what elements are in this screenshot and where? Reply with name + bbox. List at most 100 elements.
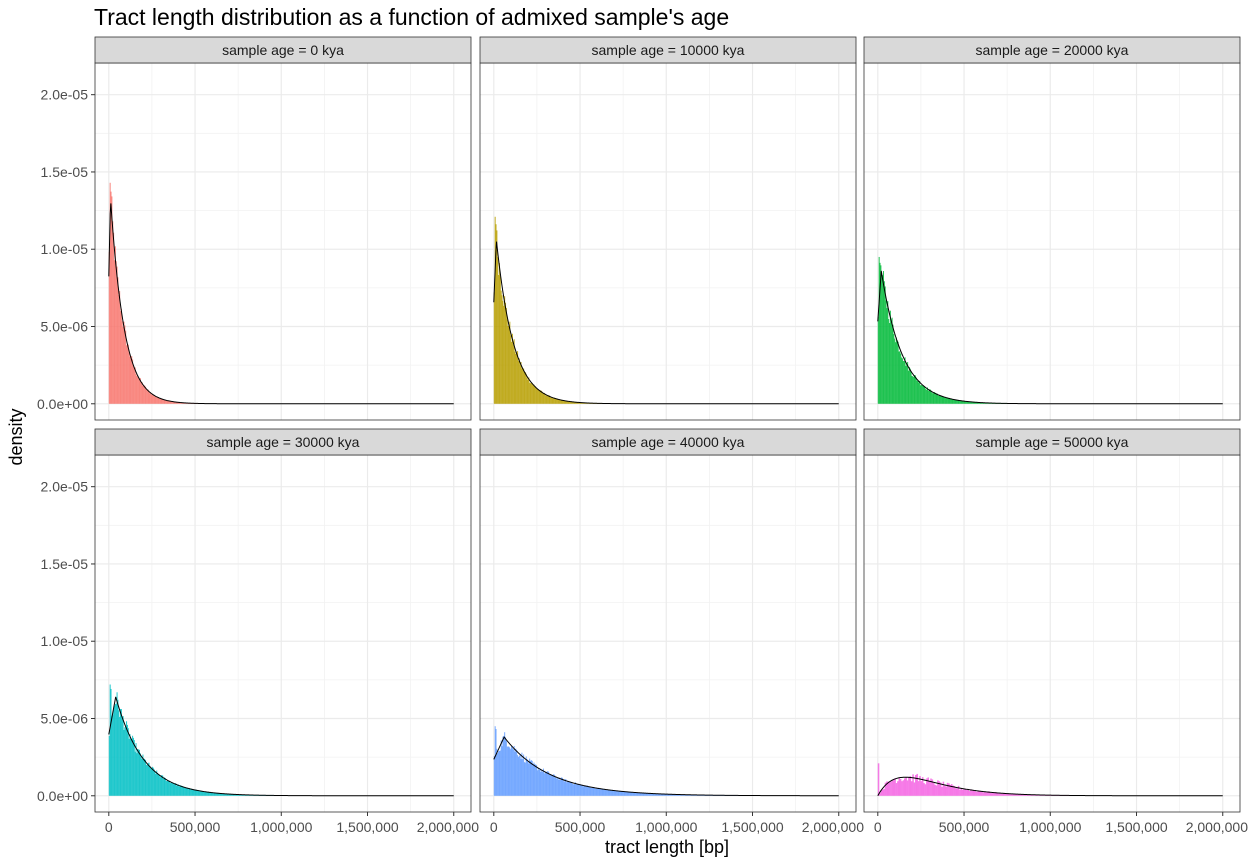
histogram-bar xyxy=(116,692,118,796)
histogram-bar xyxy=(881,789,884,796)
histogram-bar xyxy=(144,759,146,796)
histogram-bar xyxy=(564,779,566,796)
facet-strip-label: sample age = 50000 kya xyxy=(976,434,1129,450)
histogram-bar xyxy=(635,792,637,796)
x-tick-label: 0 xyxy=(490,819,498,835)
histogram-bar xyxy=(610,790,612,796)
histogram-bar xyxy=(161,399,163,404)
histogram-bar xyxy=(982,402,984,404)
histogram-bar xyxy=(113,260,115,404)
histogram-bar xyxy=(498,750,500,796)
density-line xyxy=(493,241,839,405)
histogram-bar xyxy=(892,780,895,796)
histogram-bar xyxy=(623,791,625,796)
histogram-bar xyxy=(566,400,568,404)
histogram-bar xyxy=(569,782,571,796)
histogram-bar xyxy=(664,794,666,796)
histogram-bar xyxy=(984,791,986,796)
histogram-bar xyxy=(595,787,597,796)
histogram-bar xyxy=(1021,794,1023,796)
histogram-bar xyxy=(498,751,500,796)
histogram-bar xyxy=(912,376,914,404)
histogram-bar xyxy=(605,789,607,796)
histogram-bar xyxy=(152,394,154,404)
histogram-bar xyxy=(534,385,536,404)
histogram-bar xyxy=(909,368,911,404)
histogram-bar xyxy=(569,401,571,404)
histogram-bar xyxy=(897,341,899,404)
histogram-bar xyxy=(507,325,509,404)
histogram-bar xyxy=(568,781,570,796)
histogram-bar xyxy=(114,704,116,796)
histogram-bar xyxy=(227,794,229,796)
histogram-bar xyxy=(120,709,122,796)
facet-strip xyxy=(479,428,857,456)
histogram-bar xyxy=(176,784,178,796)
histogram-bar xyxy=(914,375,916,404)
histogram-bar xyxy=(505,737,507,796)
histogram-bar xyxy=(534,764,536,796)
histogram-bar xyxy=(109,182,111,404)
histogram-bar xyxy=(982,792,985,796)
histogram-bar xyxy=(572,401,574,404)
histogram-bar xyxy=(540,390,542,404)
histogram-bar xyxy=(1017,794,1019,796)
histogram-bar xyxy=(142,385,144,404)
histogram-bar xyxy=(897,781,899,796)
histogram-bar xyxy=(932,782,935,796)
histogram-bar xyxy=(546,771,548,796)
histogram-bar xyxy=(158,398,160,404)
facet-strip-label: sample age = 10000 kya xyxy=(592,42,745,58)
histogram-bar xyxy=(239,794,241,796)
histogram-bar xyxy=(536,388,538,404)
histogram-bar xyxy=(536,389,538,404)
histogram-bar xyxy=(1029,794,1032,796)
histogram-bar xyxy=(497,753,499,796)
histogram-bar xyxy=(949,784,952,796)
histogram-bar xyxy=(959,789,961,796)
histogram-bar xyxy=(908,366,910,404)
histogram-bar xyxy=(628,792,630,796)
histogram-bar xyxy=(163,778,165,796)
histogram-bar xyxy=(609,789,611,796)
histogram-bar xyxy=(522,368,524,404)
histogram-bar xyxy=(133,368,135,404)
histogram-bar xyxy=(893,334,895,404)
histogram-bar xyxy=(1015,794,1018,796)
histogram-bar xyxy=(978,402,980,404)
histogram-bar xyxy=(1003,792,1005,796)
histogram-bar xyxy=(502,736,504,796)
histogram-bar xyxy=(137,376,139,404)
histogram-bar xyxy=(927,390,929,404)
histogram-bar xyxy=(944,785,946,796)
histogram-bar xyxy=(581,784,583,796)
histogram-bar xyxy=(511,747,513,796)
histogram-bar xyxy=(922,385,924,404)
histogram-bar xyxy=(124,727,126,796)
histogram-bar xyxy=(617,791,619,796)
histogram-bar xyxy=(582,786,584,796)
histogram-bar xyxy=(178,402,180,404)
histogram-bar xyxy=(182,402,184,404)
histogram-bars xyxy=(108,684,361,796)
histogram-bar xyxy=(192,789,194,796)
histogram-bar xyxy=(541,769,543,796)
histogram-bar xyxy=(494,726,496,796)
histogram-bar xyxy=(536,765,538,796)
histogram-bar xyxy=(879,793,881,796)
histogram-bar xyxy=(957,399,959,404)
histogram-bar xyxy=(572,783,574,796)
histogram-bar xyxy=(907,370,909,404)
histogram-bar xyxy=(170,401,172,404)
histogram-bar xyxy=(542,771,544,796)
histogram-bar xyxy=(647,793,649,796)
histogram-bar xyxy=(685,794,687,796)
histogram-bar xyxy=(530,382,532,404)
histogram-bar xyxy=(128,352,130,404)
histogram-bar xyxy=(555,778,557,796)
histogram-bar xyxy=(172,401,174,404)
facet-panel: sample age = 30000 kya xyxy=(94,428,472,813)
histogram-bar xyxy=(920,385,922,404)
histogram-bar xyxy=(204,791,206,796)
histogram-bar xyxy=(983,402,985,404)
